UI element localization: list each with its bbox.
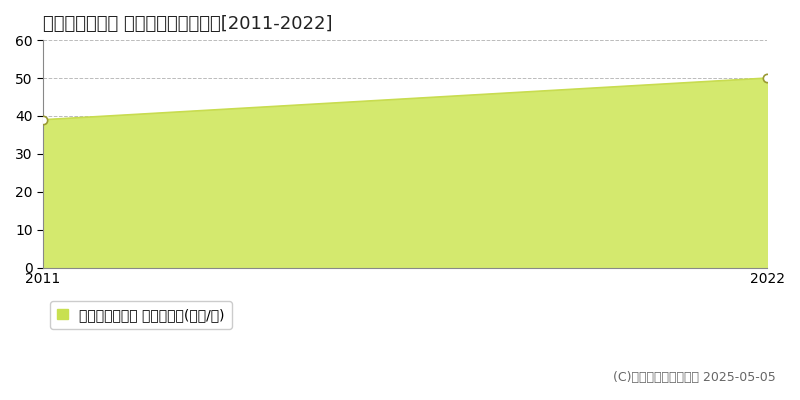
Legend: マンション価格 平均坪単価(万円/坪): マンション価格 平均坪単価(万円/坪) [50, 301, 231, 329]
Text: 諫早市西小路町 マンション価格推移[2011-2022]: 諫早市西小路町 マンション価格推移[2011-2022] [43, 15, 333, 33]
Text: (C)土地価格ドットコム 2025-05-05: (C)土地価格ドットコム 2025-05-05 [614, 371, 776, 384]
